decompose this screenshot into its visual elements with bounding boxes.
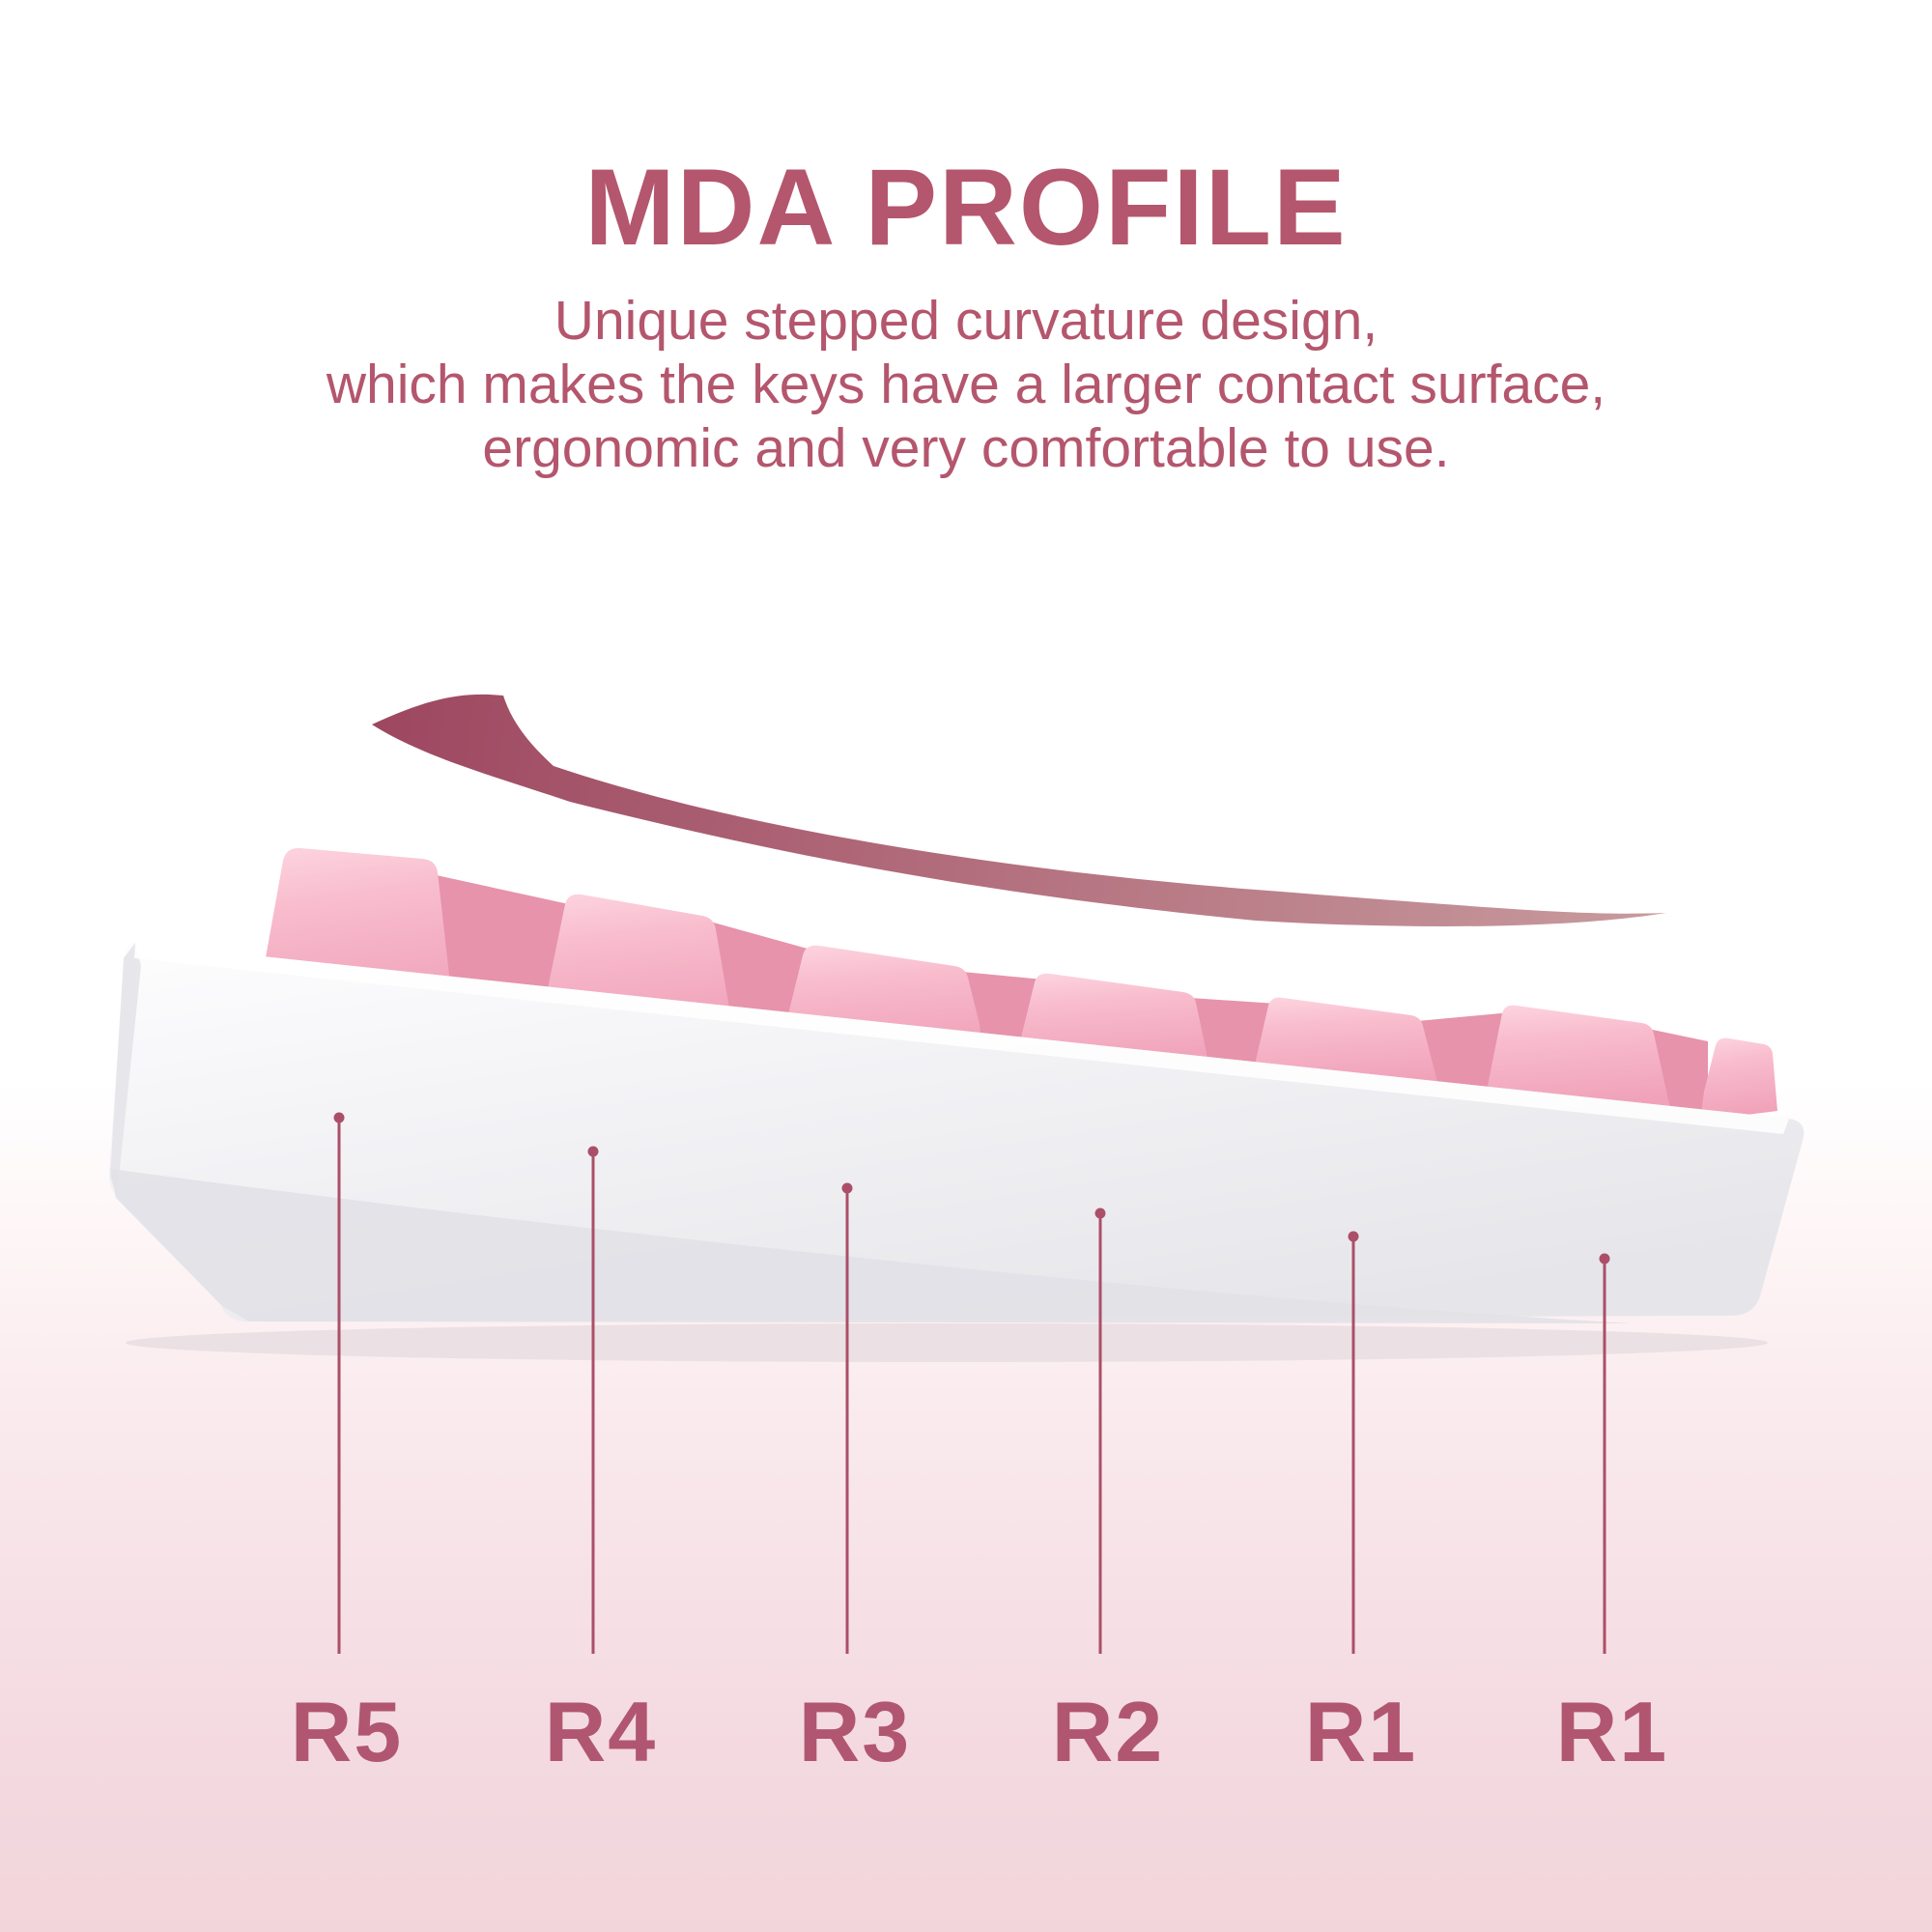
row-callout-lines <box>333 1112 1610 1654</box>
subtitle-line-1: Unique stepped curvature design, <box>554 290 1378 352</box>
callout-dot-r1-5 <box>1599 1253 1610 1264</box>
row-label-r5-0: R5 <box>290 1684 404 1779</box>
keycap-partial-right <box>1700 1037 1777 1121</box>
row-label-r1-4: R1 <box>1304 1684 1418 1779</box>
case-bottom-seam <box>110 1169 1633 1323</box>
row-label-r2-3: R2 <box>1051 1684 1165 1779</box>
callout-dot-r4-1 <box>587 1146 599 1157</box>
callout-dot-r3-2 <box>841 1182 853 1194</box>
subtitle: Unique stepped curvature design, which m… <box>0 289 1932 480</box>
subtitle-line-2: which makes the keys have a larger conta… <box>326 354 1606 415</box>
page-title: MDA PROFILE <box>584 147 1348 268</box>
callout-dot-r5-0 <box>333 1112 345 1123</box>
case-top-edge-highlight <box>134 943 1789 1134</box>
keyboard-shadow <box>126 1323 1768 1362</box>
row-label-r3-2: R3 <box>798 1684 912 1779</box>
callout-dot-r2-3 <box>1094 1208 1106 1219</box>
subtitle-line-3: ergonomic and very comfortable to use. <box>482 417 1450 479</box>
row-label-r1-5: R1 <box>1555 1684 1669 1779</box>
curvature-arrow-icon <box>372 694 1666 926</box>
keycap-r1b <box>1482 1005 1671 1111</box>
callout-dot-r1-4 <box>1348 1231 1359 1242</box>
case-left-face <box>110 943 141 1196</box>
row-label-r4-1: R4 <box>544 1684 658 1779</box>
